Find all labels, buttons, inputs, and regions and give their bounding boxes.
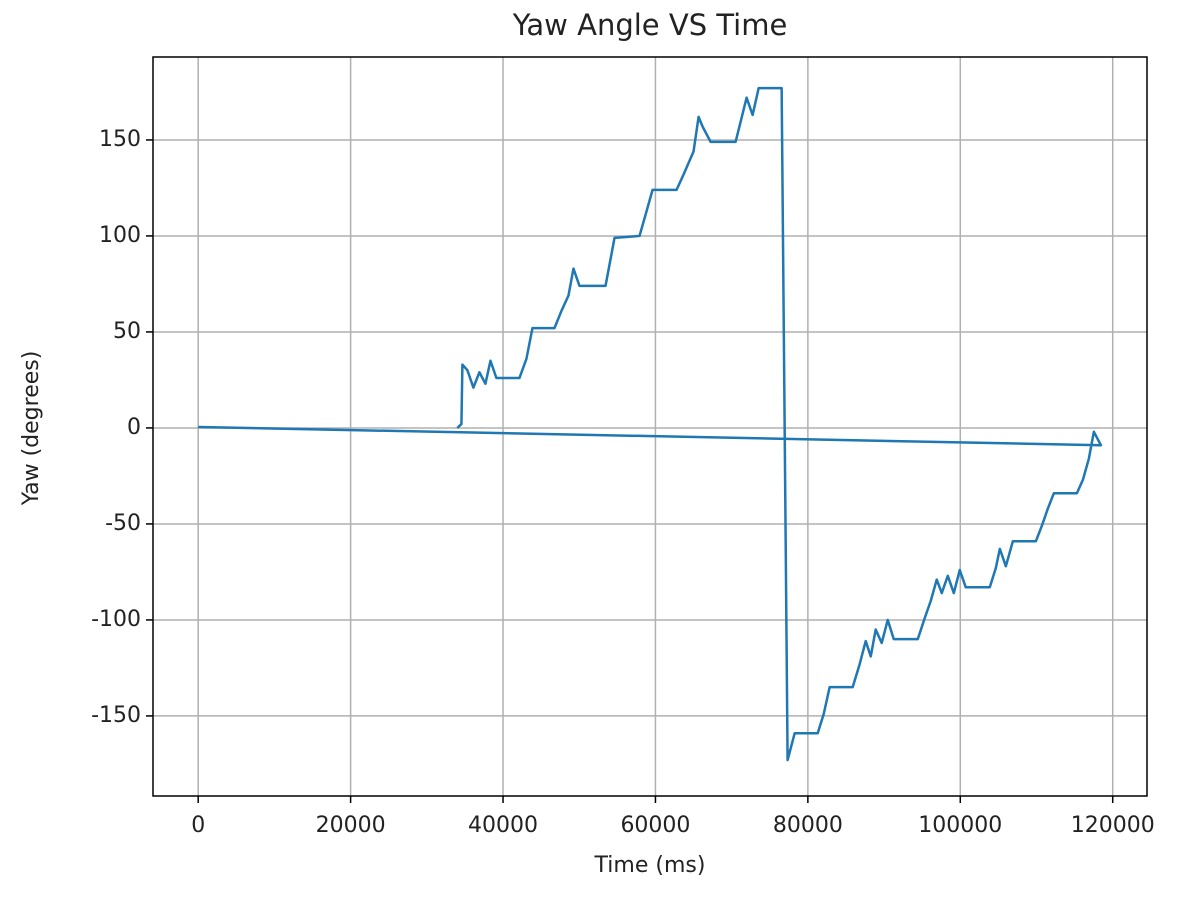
y-tick-label: 0 <box>127 415 141 440</box>
x-tick-label: 60000 <box>620 813 690 838</box>
y-tick-label: 100 <box>99 223 141 248</box>
y-tick-label: 50 <box>113 319 141 344</box>
data-line <box>198 86 1103 762</box>
plot-frame <box>152 56 1148 797</box>
y-tick-label: -100 <box>91 607 141 632</box>
x-tick-label: 0 <box>191 813 205 838</box>
x-tick-label: 100000 <box>918 813 1002 838</box>
x-tick-label: 80000 <box>773 813 843 838</box>
y-tick-label: 150 <box>99 127 141 152</box>
y-tick-label: -50 <box>105 511 141 536</box>
x-tick-label: 120000 <box>1071 813 1155 838</box>
x-tick-label: 20000 <box>316 813 386 838</box>
x-tick-label: 40000 <box>468 813 538 838</box>
y-tick-label: -150 <box>91 703 141 728</box>
x-axis-label: Time (ms) <box>594 853 706 878</box>
y-axis-label: Yaw (degrees) <box>19 351 44 507</box>
chart-title: Yaw Angle VS Time <box>512 8 788 42</box>
